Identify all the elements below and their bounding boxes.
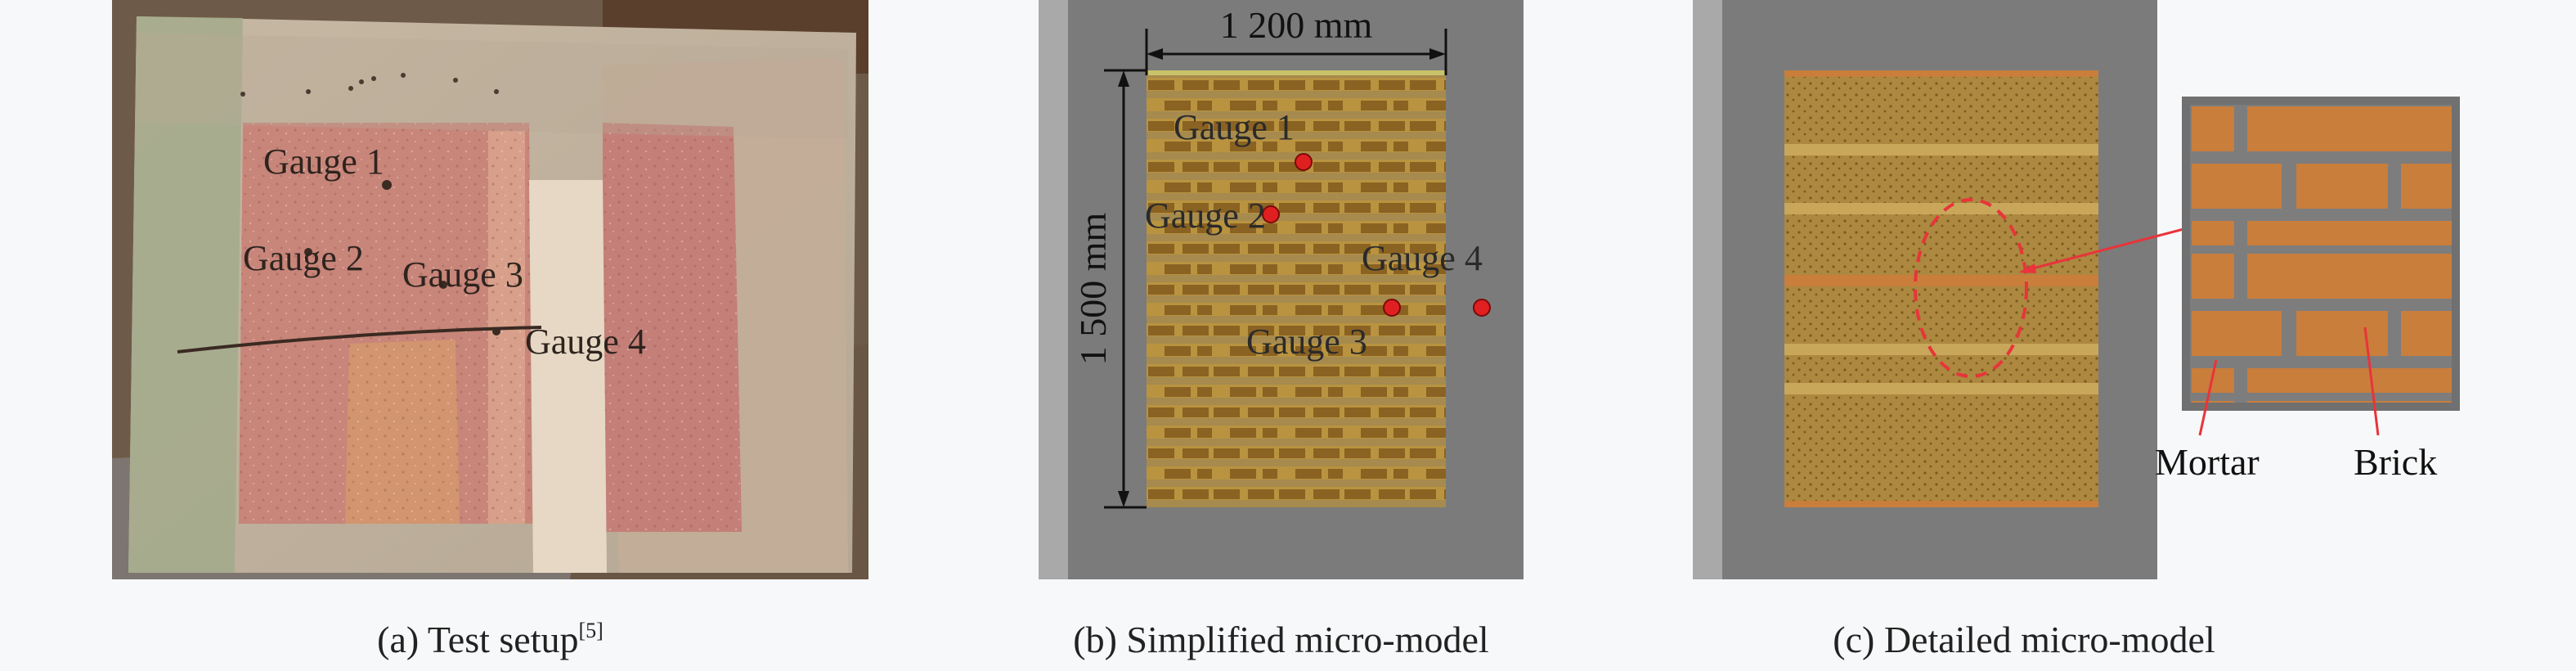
- gauge-2-marker: [1262, 205, 1280, 223]
- callout-line: [2026, 227, 2184, 272]
- brick-leader-line: [2363, 326, 2380, 436]
- gauge-markers: [1262, 153, 1491, 317]
- model-gauge-3-label: Gauge 3: [1246, 322, 1367, 362]
- gauge-4-marker: [1473, 299, 1491, 317]
- detailed-left-support: [1693, 0, 1722, 579]
- caption-detailed-micro-model: (c) Detailed micro-model: [1833, 619, 2215, 660]
- panel-b-simplified-micro-model: 1 200 mm 1 500 mm Gauge 1 Gauge 2 Gauge …: [1039, 0, 1524, 579]
- simplified-model-figure: 1 200 mm 1 500 mm Gauge 1 Gauge 2 Gauge …: [1039, 0, 1524, 579]
- width-dimension: [1145, 29, 1447, 75]
- gauge-1-marker: [1295, 153, 1313, 171]
- citation-reference: [5]: [578, 619, 604, 642]
- caption-simplified-micro-model: (b) Simplified micro-model: [1073, 619, 1489, 660]
- zoomed-brick-detail: [2190, 105, 2452, 403]
- gauge-3-marker: [1383, 299, 1401, 317]
- detailed-brick-wall: [1784, 70, 2098, 507]
- model-gauge-1-label: Gauge 1: [1174, 107, 1295, 147]
- simplified-brick-wall: [1147, 70, 1446, 507]
- panel-a-test-setup-photo: Gauge 1 Gauge 2 Gauge 3 Gauge 4: [112, 0, 868, 579]
- left-support: [1039, 0, 1068, 579]
- model-gauge-4-label: Gauge 4: [1362, 238, 1483, 278]
- photo-gauge-2-label: Gauge 2: [243, 238, 364, 278]
- photo-gauge-4-label: Gauge 4: [525, 322, 646, 362]
- brick-label: Brick: [2354, 441, 2437, 483]
- photo-gauge-3-label: Gauge 3: [402, 254, 523, 295]
- caption-test-setup-text: (a) Test setup: [377, 619, 579, 660]
- photo-gauge-1-label: Gauge 1: [263, 142, 384, 182]
- test-setup-photo: Gauge 1 Gauge 2 Gauge 3 Gauge 4: [112, 0, 868, 579]
- zoom-region-ellipse: [1914, 198, 2028, 378]
- height-dimension: [1104, 69, 1147, 509]
- caption-test-setup: (a) Test setup[5]: [112, 615, 868, 664]
- height-label: 1 500 mm: [1072, 213, 1114, 366]
- mortar-leader-line: [2198, 359, 2218, 436]
- width-label: 1 200 mm: [1220, 4, 1373, 46]
- mortar-label: Mortar: [2155, 441, 2260, 483]
- model-gauge-2-label: Gauge 2: [1145, 196, 1266, 236]
- detailed-model-figure: Mortar Brick: [1693, 0, 2460, 579]
- panel-c-detailed-micro-model: Mortar Brick: [1693, 0, 2519, 579]
